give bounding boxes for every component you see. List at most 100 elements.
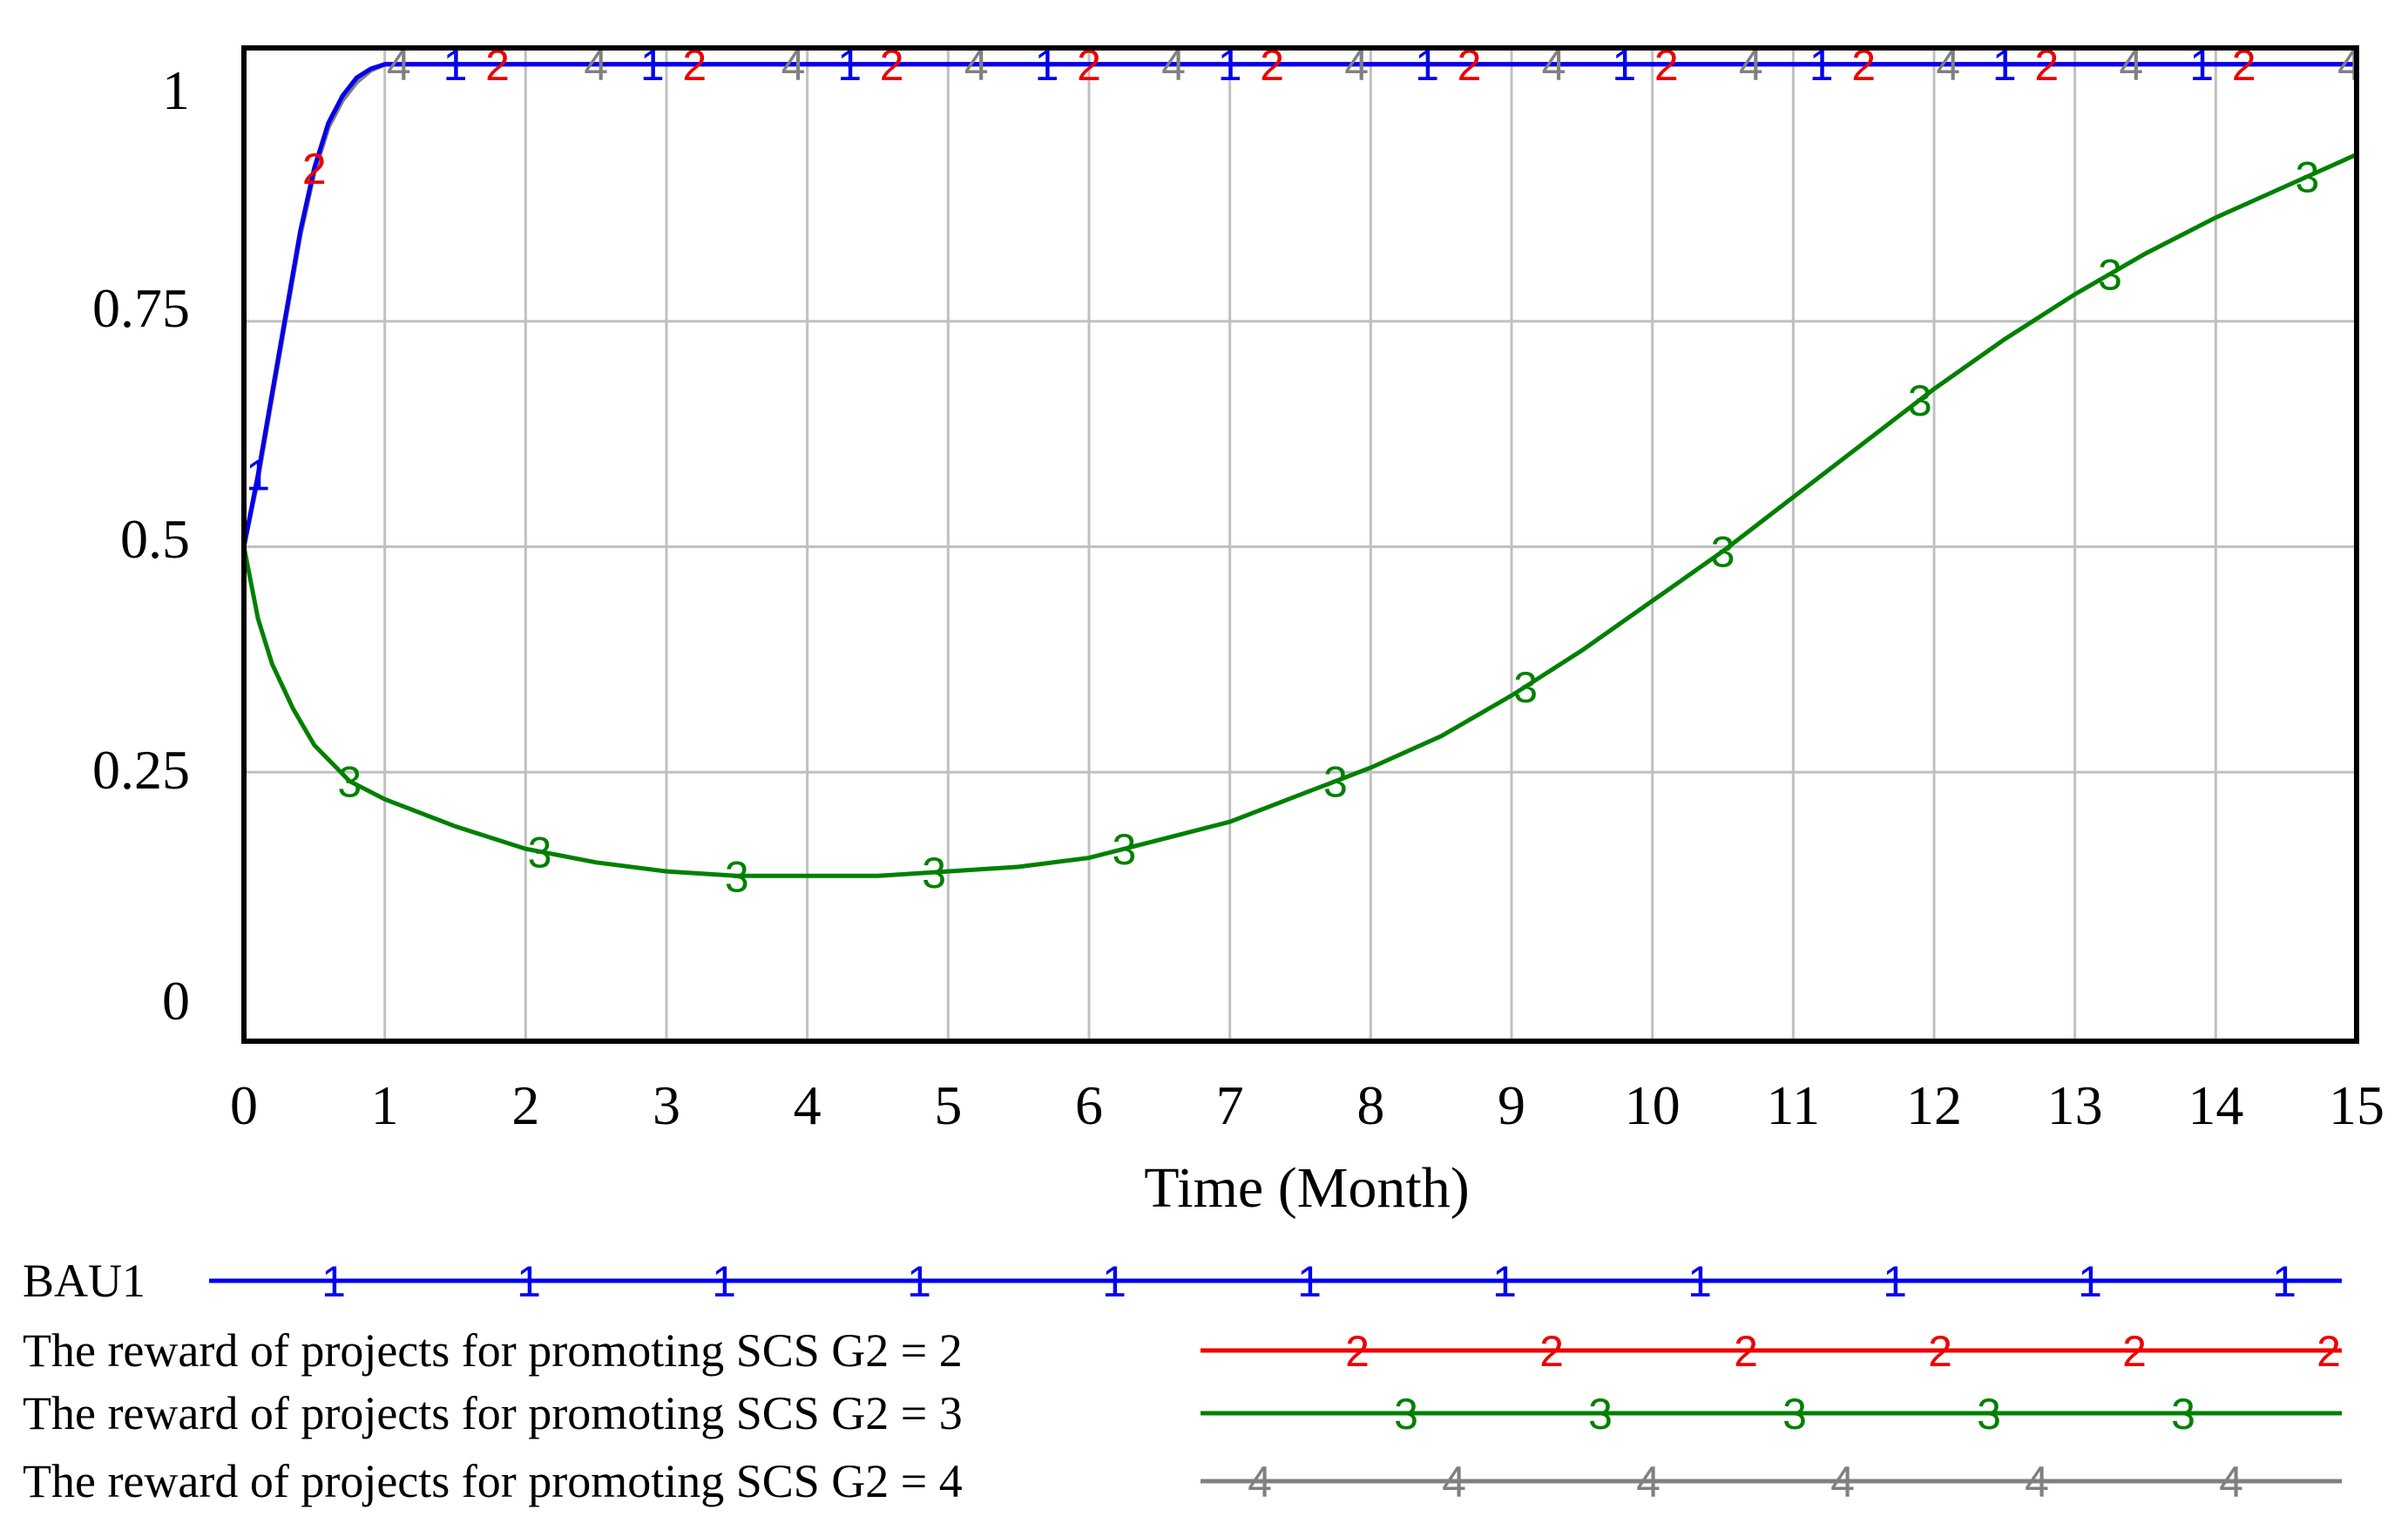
series-lines <box>242 62 2358 878</box>
legend-label: The reward of projects for promoting SCS… <box>23 1387 963 1439</box>
legend-marker-1: 1 <box>1102 1257 1126 1306</box>
series-marker-2: 2 <box>2232 41 2256 90</box>
plot-frame <box>241 45 2359 1044</box>
series-marker-1: 1 <box>246 451 270 500</box>
series-marker-4: 4 <box>964 41 989 90</box>
y-tick-labels: 0 0.25 0.5 0.75 1 <box>92 59 190 1032</box>
series-marker-2: 2 <box>2034 41 2059 90</box>
legend-marker-4: 4 <box>1248 1458 1272 1506</box>
series-marker-2: 2 <box>1260 41 1284 90</box>
series-line-3 <box>242 152 2358 878</box>
legend-marker-1: 1 <box>712 1257 736 1306</box>
x-tick-label: 7 <box>1216 1074 1244 1136</box>
series-marker-1: 1 <box>443 41 468 90</box>
legend-marker-2: 2 <box>1928 1327 1952 1376</box>
y-tick-label: 0.75 <box>92 277 190 339</box>
x-tick-label: 5 <box>934 1074 962 1136</box>
series-marker-2: 2 <box>1077 41 1101 90</box>
legend-label: The reward of projects for promoting SCS… <box>23 1455 963 1507</box>
x-tick-label: 8 <box>1356 1074 1384 1136</box>
series-marker-4: 4 <box>1739 41 1763 90</box>
x-tick-label: 10 <box>1625 1074 1681 1136</box>
legend-label: The reward of projects for promoting SCS… <box>23 1324 963 1377</box>
series-marker-4: 4 <box>1542 41 1566 90</box>
y-tick-label: 0.25 <box>92 739 190 801</box>
x-tick-label: 15 <box>2329 1074 2384 1136</box>
series-marker-4: 4 <box>1344 41 1369 90</box>
series-marker-1: 1 <box>837 41 862 90</box>
legend: BAU1 1 1 1 1 1 1 1 1 1 1 1 The reward of projects fo… <box>23 1255 2342 1507</box>
legend-marker-3: 3 <box>1977 1390 2001 1438</box>
series-marker-2: 2 <box>485 41 510 90</box>
legend-marker-2: 2 <box>1539 1327 1564 1376</box>
series-marker-3: 3 <box>2098 250 2122 299</box>
series-marker-2: 2 <box>1458 41 1482 90</box>
y-tick-label: 1 <box>162 59 190 121</box>
grid-lines <box>242 48 2358 1041</box>
series-marker-3: 3 <box>725 852 749 901</box>
series-marker-3: 3 <box>1323 758 1348 807</box>
legend-marker-1: 1 <box>517 1257 541 1306</box>
series-marker-2: 2 <box>880 41 904 90</box>
legend-marker-4: 4 <box>1636 1458 1661 1506</box>
legend-marker-2: 2 <box>2122 1327 2147 1376</box>
series-line-1 <box>242 62 2357 547</box>
x-tick-label: 12 <box>1906 1074 1962 1136</box>
legend-marker-1: 1 <box>321 1257 346 1306</box>
x-tick-label: 0 <box>230 1074 258 1136</box>
legend-marker-2: 2 <box>1734 1327 1758 1376</box>
legend-marker-1: 1 <box>1688 1257 1712 1306</box>
legend-marker-3: 3 <box>1588 1390 1613 1438</box>
series-marker-3: 3 <box>1908 376 1932 425</box>
series-marker-4: 4 <box>781 41 806 90</box>
legend-marker-3: 3 <box>1394 1390 1418 1438</box>
series-marker-3: 3 <box>2296 153 2320 202</box>
series-marker-4: 4 <box>1936 41 1960 90</box>
legend-marker-1: 1 <box>1297 1257 1322 1306</box>
legend-marker-4: 4 <box>2025 1458 2049 1506</box>
legend-marker-2: 2 <box>1345 1327 1370 1376</box>
series-marker-4: 4 <box>387 41 411 90</box>
x-tick-label: 4 <box>794 1074 822 1136</box>
series-marker-1: 1 <box>1809 41 1834 90</box>
series-marker-4: 4 <box>584 41 608 90</box>
series-marker-2: 2 <box>682 41 707 90</box>
x-tick-label: 9 <box>1498 1074 1525 1136</box>
legend-marker-1: 1 <box>2078 1257 2102 1306</box>
x-tick-labels: 0 1 2 3 4 5 6 7 8 9 10 11 12 13 14 15 <box>230 1074 2384 1136</box>
x-tick-label: 6 <box>1075 1074 1103 1136</box>
x-tick-label: 11 <box>1767 1074 1821 1136</box>
legend-marker-2: 2 <box>2317 1327 2341 1376</box>
series-marker-2: 2 <box>1654 41 1679 90</box>
series-marker-3: 3 <box>1513 663 1538 712</box>
x-axis-title: Time (Month) <box>1144 1156 1469 1220</box>
series-marker-3: 3 <box>1711 528 1735 577</box>
legend-marker-1: 1 <box>1492 1257 1517 1306</box>
legend-label: BAU1 <box>23 1255 145 1307</box>
series-marker-2: 2 <box>302 145 327 193</box>
series-marker-4: 4 <box>1161 41 1186 90</box>
series-marker-1: 1 <box>1992 41 2017 90</box>
legend-marker-4: 4 <box>1830 1458 1855 1506</box>
series-marker-1: 1 <box>640 41 665 90</box>
y-tick-label: 0 <box>162 970 190 1032</box>
legend-marker-1: 1 <box>1883 1257 1907 1306</box>
series-marker-3: 3 <box>922 849 946 897</box>
y-tick-label: 0.5 <box>120 508 190 570</box>
legend-marker-4: 4 <box>1442 1458 1466 1506</box>
legend-marker-1: 1 <box>2272 1257 2296 1306</box>
series-marker-3: 3 <box>337 758 362 807</box>
legend-marker-4: 4 <box>2219 1458 2243 1506</box>
series-marker-3: 3 <box>528 828 552 877</box>
series-marker-3: 3 <box>1113 825 1137 874</box>
legend-marker-3: 3 <box>1782 1390 1807 1438</box>
legend-marker-3: 3 <box>2171 1390 2195 1438</box>
series-marker-2: 2 <box>1851 41 1876 90</box>
series-marker-1: 1 <box>1415 41 1439 90</box>
x-tick-label: 13 <box>2047 1074 2103 1136</box>
series-marker-1: 1 <box>1218 41 1242 90</box>
x-tick-label: 3 <box>653 1074 680 1136</box>
x-tick-label: 2 <box>511 1074 539 1136</box>
